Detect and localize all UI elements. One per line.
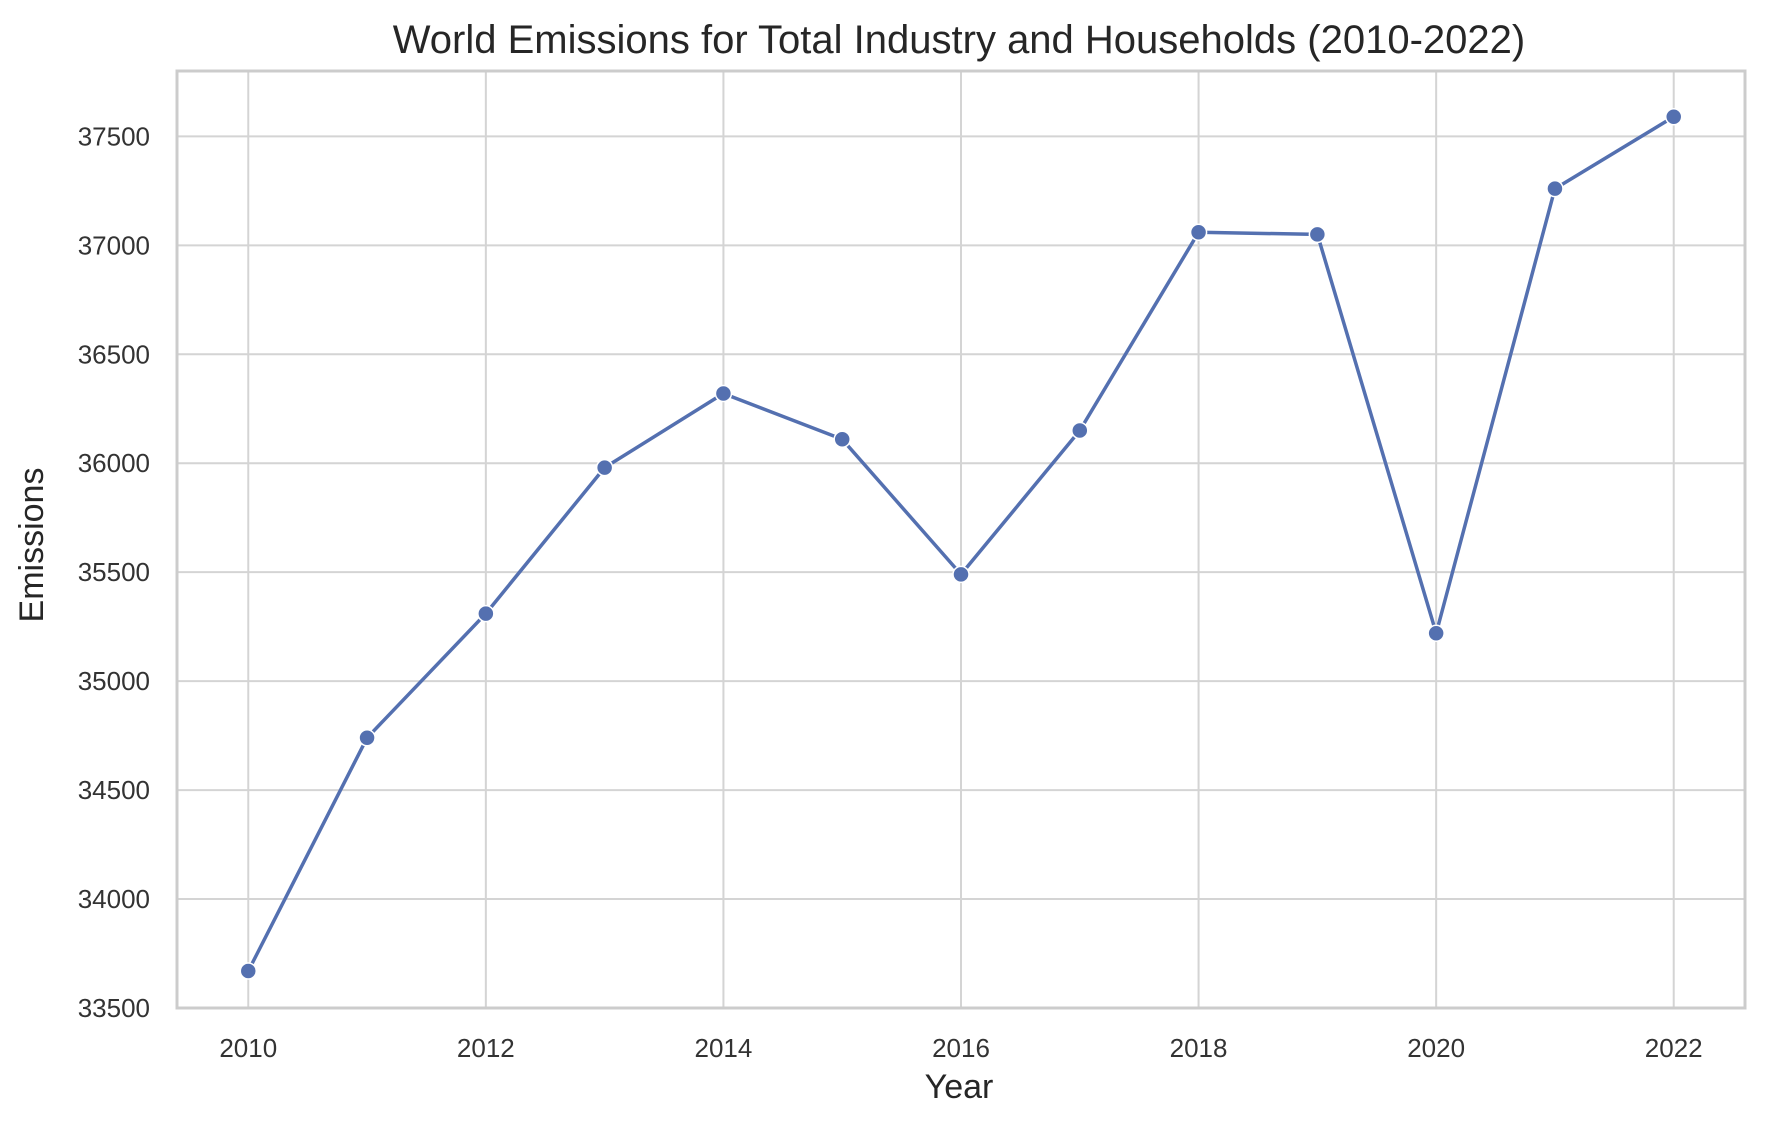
y-tick-label: 34000 <box>78 884 150 914</box>
y-tick-label: 36000 <box>78 448 150 478</box>
series-layer <box>239 108 1683 980</box>
data-point <box>714 384 733 403</box>
data-point <box>1071 421 1089 440</box>
data-point <box>477 604 495 623</box>
y-tick-label: 33500 <box>78 993 150 1023</box>
x-axis-ticks: 2010 2012 2014 2016 2018 2020 2022 <box>219 1033 1702 1063</box>
y-tick-label: 37000 <box>78 230 150 260</box>
x-axis-title: Year <box>925 1068 994 1106</box>
data-point <box>1308 225 1327 244</box>
data-point <box>239 962 258 980</box>
y-tick-label: 35000 <box>78 666 150 696</box>
x-tick-label: 2018 <box>1170 1033 1228 1063</box>
x-tick-label: 2022 <box>1645 1033 1703 1063</box>
data-point <box>952 565 970 584</box>
x-tick-label: 2012 <box>457 1033 515 1063</box>
data-point <box>1664 108 1683 126</box>
y-tick-label: 34500 <box>78 775 150 805</box>
x-tick-label: 2010 <box>219 1033 277 1063</box>
data-point <box>358 729 376 747</box>
grid <box>177 71 1745 1009</box>
plot-frame <box>175 69 1747 1010</box>
x-tick-label: 2014 <box>695 1033 753 1063</box>
data-point <box>595 458 614 477</box>
y-axis-title: Emissions <box>13 468 51 623</box>
y-tick-label: 36500 <box>78 339 150 369</box>
data-point <box>1546 179 1564 198</box>
y-tick-label: 37500 <box>78 121 150 151</box>
data-point <box>1189 223 1208 242</box>
y-axis-ticks: 33500 34000 34500 35000 35500 36000 36500 37000… <box>78 121 150 1023</box>
y-tick-label: 35500 <box>78 557 150 587</box>
data-point <box>1427 624 1445 642</box>
chart-title: World Emissions for Total Industry and H… <box>393 18 1525 62</box>
x-tick-label: 2020 <box>1407 1033 1465 1063</box>
data-point <box>833 430 851 449</box>
x-tick-label: 2016 <box>932 1033 990 1063</box>
